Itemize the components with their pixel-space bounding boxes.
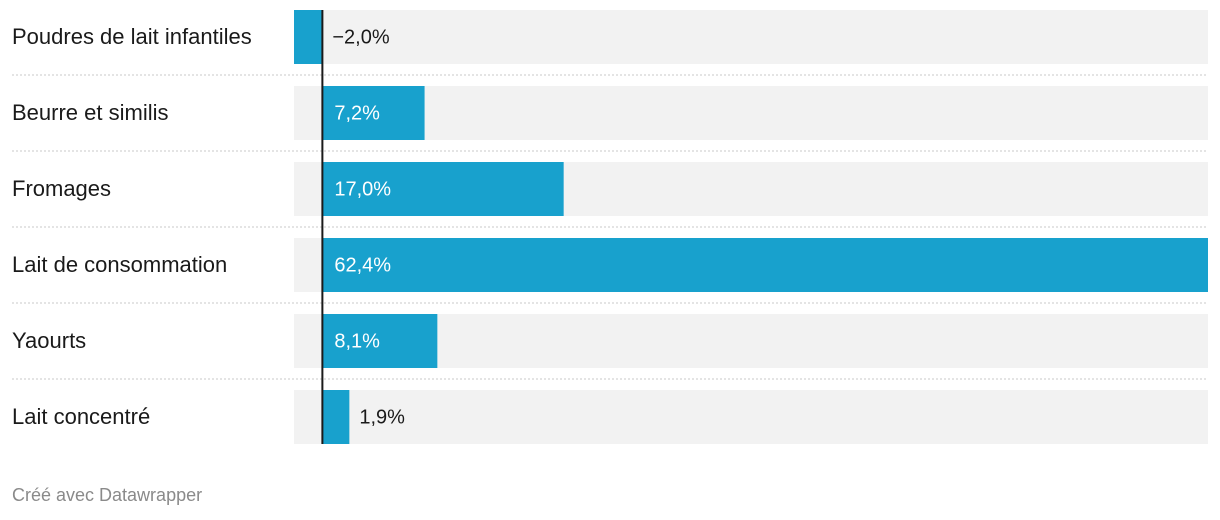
value-label: −2,0%: [332, 26, 389, 48]
bar: [322, 390, 350, 444]
bar: [322, 86, 425, 140]
category-label: Fromages: [12, 176, 111, 201]
value-label: 8,1%: [334, 330, 380, 352]
value-label: 1,9%: [359, 406, 405, 428]
value-label: 17,0%: [334, 178, 391, 200]
bar-track: [294, 314, 1208, 368]
category-label: Yaourts: [12, 328, 86, 353]
bar: [322, 162, 564, 216]
bar: [322, 314, 438, 368]
category-label: Lait de consommation: [12, 252, 227, 277]
value-label: 7,2%: [334, 102, 380, 124]
bar: [322, 238, 1208, 292]
category-label: Lait concentré: [12, 404, 150, 429]
bar-track: [294, 390, 1208, 444]
bar: [294, 10, 323, 64]
footer: Créé avec Datawrapper: [12, 485, 202, 505]
category-label: Beurre et similis: [12, 100, 168, 125]
bar-track: [294, 86, 1208, 140]
bar-track: [294, 10, 1208, 64]
value-label: 62,4%: [334, 254, 391, 276]
category-label: Poudres de lait infantiles: [12, 24, 252, 49]
